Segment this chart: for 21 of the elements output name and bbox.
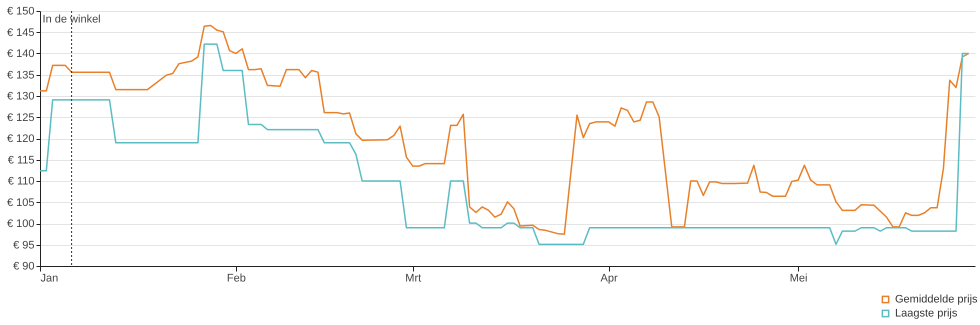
x-tick-label: Mrt	[405, 272, 422, 284]
x-tick-label: Mei	[790, 272, 808, 284]
x-tick-label: Jan	[40, 272, 58, 284]
x-tick-label: Feb	[226, 272, 246, 284]
x-tick-label: Apr	[600, 272, 618, 284]
legend-label: Laagste prijs	[895, 308, 958, 320]
y-tick-label: € 145	[6, 26, 34, 39]
y-tick-label: € 140	[6, 48, 34, 60]
y-tick-label: € 135	[6, 69, 34, 82]
y-tick-label: € 125	[6, 112, 34, 124]
y-tick-label: € 110	[8, 176, 34, 188]
y-tick-label: € 120	[6, 133, 34, 145]
y-tick-label: € 130	[6, 90, 34, 102]
y-tick-label: € 150	[6, 6, 34, 18]
ref-line-label: In de winkel	[42, 14, 101, 26]
legend-label: Gemiddelde prijs	[895, 294, 978, 306]
y-tick-label: € 100	[6, 218, 34, 230]
y-tick-label: € 115	[8, 154, 34, 166]
y-tick-label: € 90	[13, 260, 34, 272]
y-tick-label: € 105	[6, 196, 34, 209]
y-tick-label: € 95	[13, 239, 34, 252]
